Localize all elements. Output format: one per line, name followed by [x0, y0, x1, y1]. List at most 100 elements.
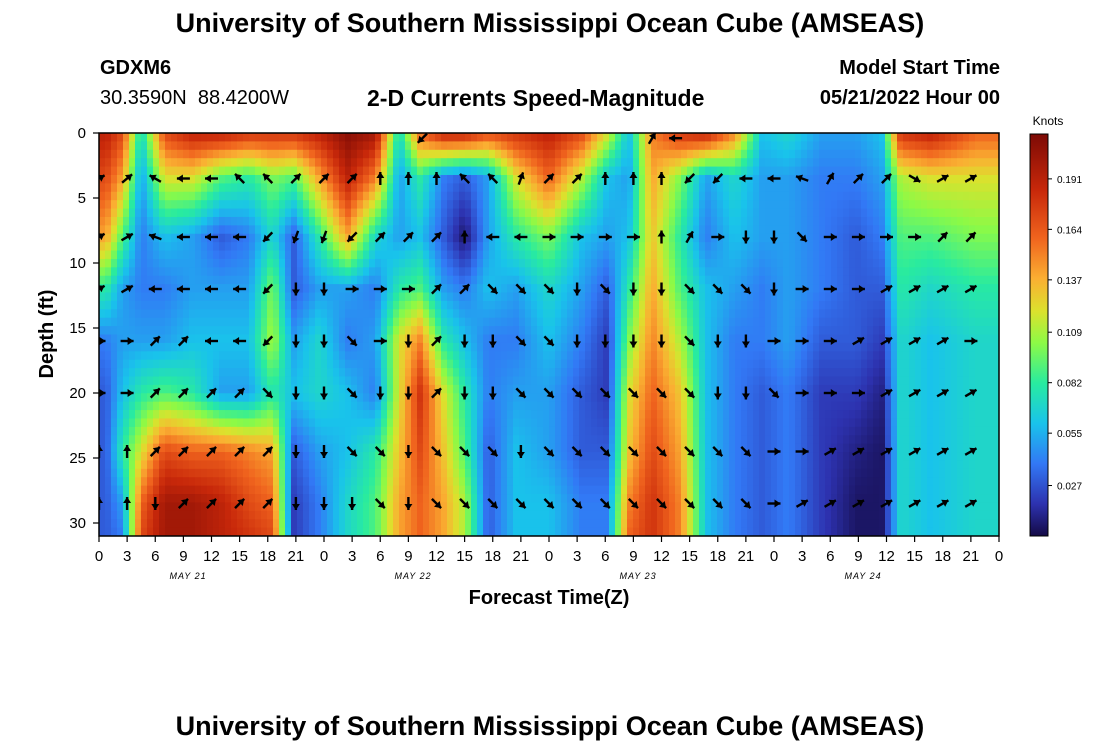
heatmap-cell [579, 443, 586, 453]
heatmap-cell [117, 418, 124, 428]
heatmap-cell [99, 250, 106, 260]
heatmap-cell [453, 334, 460, 344]
heatmap-cell [561, 494, 568, 504]
heatmap-cell [351, 216, 358, 226]
heatmap-cell [213, 200, 220, 210]
heatmap-cell [417, 326, 424, 336]
heatmap-cell [423, 460, 430, 470]
heatmap-cell [231, 435, 238, 445]
heatmap-cell [693, 452, 700, 462]
heatmap-cell [621, 359, 628, 369]
heatmap-cell [339, 292, 346, 302]
heatmap-cell [519, 258, 526, 268]
heatmap-cell [663, 393, 670, 403]
heatmap-cell [237, 510, 244, 520]
heatmap-cell [309, 510, 316, 520]
heatmap-cell [339, 435, 346, 445]
heatmap-cell [189, 174, 196, 184]
heatmap-cell [591, 267, 598, 277]
heatmap-cell [525, 418, 532, 428]
heatmap-cell [645, 309, 652, 319]
heatmap-cell [345, 225, 352, 235]
heatmap-cell [621, 460, 628, 470]
heatmap-cell [291, 292, 298, 302]
heatmap-cell [633, 452, 640, 462]
heatmap-cell [531, 435, 538, 445]
heatmap-cell [417, 368, 424, 378]
heatmap-cell [567, 250, 574, 260]
heatmap-cell [585, 477, 592, 487]
heatmap-cell [345, 426, 352, 436]
heatmap-cell [513, 342, 520, 352]
heatmap-cell [561, 317, 568, 327]
heatmap-cell [597, 527, 604, 536]
heatmap-cell [405, 418, 412, 428]
heatmap-cell [645, 141, 652, 151]
heatmap-cell [609, 225, 616, 235]
heatmap-cell [441, 133, 448, 142]
heatmap-cell [519, 334, 526, 344]
heatmap-cell [327, 242, 334, 252]
heatmap-cell [555, 452, 562, 462]
heatmap-cell [315, 368, 322, 378]
heatmap-cell [705, 208, 712, 218]
heatmap-cell [333, 494, 340, 504]
heatmap-cell [543, 250, 550, 260]
heatmap-cell [537, 401, 544, 411]
heatmap-cell [369, 359, 376, 369]
heatmap-cell [387, 334, 394, 344]
heatmap-cell [327, 401, 334, 411]
heatmap-cell [393, 477, 400, 487]
heatmap-cell [141, 502, 148, 512]
heatmap-cell [297, 292, 304, 302]
heatmap-cell [441, 334, 448, 344]
heatmap-cell [495, 191, 502, 201]
heatmap-cell [441, 183, 448, 193]
heatmap-cell [117, 510, 124, 520]
heatmap-cell [657, 208, 664, 218]
heatmap-cell [423, 292, 430, 302]
heatmap-cell [201, 460, 208, 470]
heatmap-cell [381, 208, 388, 218]
heatmap-cell [699, 376, 706, 386]
heatmap-cell [675, 149, 682, 159]
heatmap-cell [531, 393, 538, 403]
heatmap-cell [333, 284, 340, 294]
heatmap-cell [219, 208, 226, 218]
heatmap-cell [537, 426, 544, 436]
heatmap-cell [339, 510, 346, 520]
heatmap-cell [129, 418, 136, 428]
heatmap-cell [489, 242, 496, 252]
heatmap-cell [675, 443, 682, 453]
heatmap-cell [399, 410, 406, 420]
heatmap-cell [543, 208, 550, 218]
heatmap-cell [537, 468, 544, 478]
heatmap-cell [159, 275, 166, 285]
heatmap-cell [267, 494, 274, 504]
heatmap-cell [435, 477, 442, 487]
heatmap-cell [201, 174, 208, 184]
heatmap-cell [123, 401, 130, 411]
heatmap-cell [579, 494, 586, 504]
heatmap-cell [411, 158, 418, 168]
heatmap-cell [315, 376, 322, 386]
heatmap-cell [609, 460, 616, 470]
heatmap-cell [549, 468, 556, 478]
heatmap-cell [609, 359, 616, 369]
heatmap-cell [285, 149, 292, 159]
heatmap-cell [621, 233, 628, 243]
heatmap-cell [279, 435, 286, 445]
heatmap-cell [453, 527, 460, 536]
heatmap-cell [453, 468, 460, 478]
heatmap-cell [687, 141, 694, 151]
heatmap-cell [255, 133, 262, 142]
heatmap-cell [603, 401, 610, 411]
heatmap-cell [351, 250, 358, 260]
heatmap-cell [657, 519, 664, 529]
heatmap-cell [669, 502, 676, 512]
heatmap-cell [477, 477, 484, 487]
heatmap-cell [357, 166, 364, 176]
heatmap-cell [507, 435, 514, 445]
heatmap-cell [417, 460, 424, 470]
heatmap-cell [117, 485, 124, 495]
